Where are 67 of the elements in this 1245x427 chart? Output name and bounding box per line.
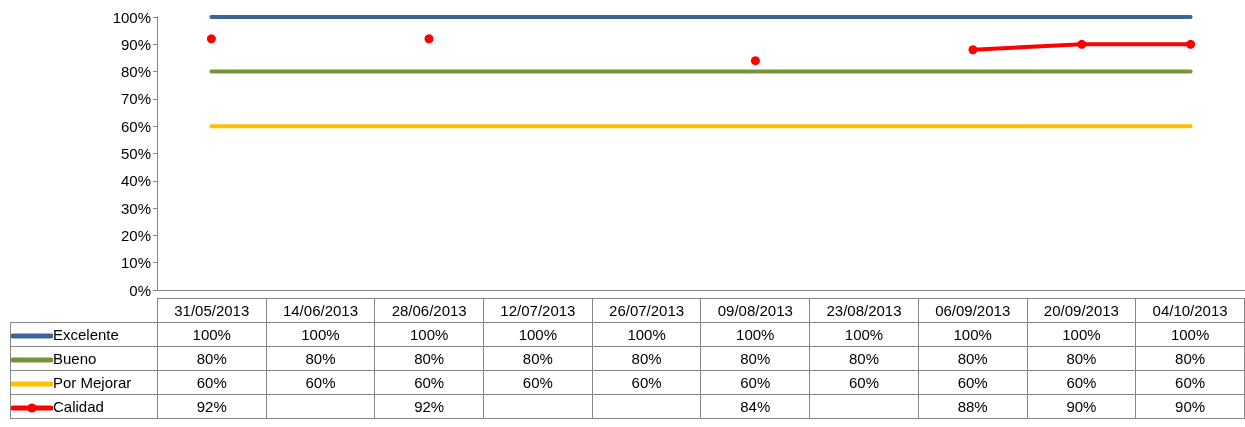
data-label: 88% [918,394,1028,419]
point [206,34,216,44]
data-label: 80% [809,346,919,371]
data-label: 100% [374,322,484,347]
x-tick-label: 14/06/2013 [266,298,375,323]
data-label: 60% [592,370,701,395]
data-label: 80% [266,346,375,371]
y-tick-label: 90% [120,35,151,53]
x-tick-label: 20/09/2013 [1027,298,1136,323]
y-tick-label: 70% [120,90,151,108]
y-tick-label: 60% [120,117,151,135]
point [1186,39,1196,49]
data-label: 92% [157,394,267,419]
y-tick-label: 30% [120,199,151,217]
data-label: 60% [1027,370,1136,395]
data-label: 80% [157,346,267,371]
x-tick-label: 12/07/2013 [483,298,593,323]
data-label: 100% [157,322,267,347]
data-label: 80% [1027,346,1136,371]
data-label: 60% [483,370,593,395]
x-tick-label: 26/07/2013 [592,298,701,323]
data-label: 92% [374,394,484,419]
data-label: 60% [266,370,375,395]
y-tick-label: 100% [112,8,151,26]
y-tick-label: 0% [129,281,151,299]
x-tick-label: 23/08/2013 [809,298,919,323]
point [1077,39,1087,49]
data-label: 80% [700,346,810,371]
data-label: 60% [809,370,919,395]
data-label: 80% [483,346,593,371]
x-tick-label: 09/08/2013 [700,298,810,323]
data-label: 100% [918,322,1028,347]
x-tick-label: 28/06/2013 [374,298,484,323]
data-label: 90% [1027,394,1136,419]
y-tick-label: 10% [120,254,151,272]
data-label: 100% [266,322,375,347]
data-label: 60% [918,370,1028,395]
point [424,34,434,44]
point [968,45,978,55]
legend-label: Calidad [53,398,104,415]
data-label: 60% [1135,370,1245,395]
legend-label: Por Mejorar [53,374,132,391]
point [750,56,760,66]
y-tick-label: 50% [120,145,151,162]
data-label: 60% [157,370,267,395]
data-label: 100% [809,322,919,347]
data-label: 90% [1135,394,1245,419]
data-label: 100% [483,322,593,347]
data-label: 100% [1135,322,1245,347]
legend-label: Bueno [53,350,97,367]
data-label: 80% [918,346,1028,371]
x-tick-label: 04/10/2013 [1135,298,1245,323]
y-tick-label: 40% [120,172,151,190]
x-tick-label: 06/09/2013 [918,298,1028,323]
data-label: 84% [700,394,810,419]
legend-label: Excelente [53,326,119,343]
data-label: 60% [374,370,484,395]
data-label: 80% [1135,346,1245,371]
data-label: 60% [700,370,810,395]
data-label: 100% [1027,322,1136,347]
data-label: 80% [374,346,484,371]
y-tick-label: 20% [120,226,151,244]
data-label: 100% [700,322,810,347]
data-label: 80% [592,346,701,371]
data-label: 100% [592,322,701,347]
y-tick-label: 80% [120,63,151,81]
x-tick-label: 31/05/2013 [157,298,267,323]
